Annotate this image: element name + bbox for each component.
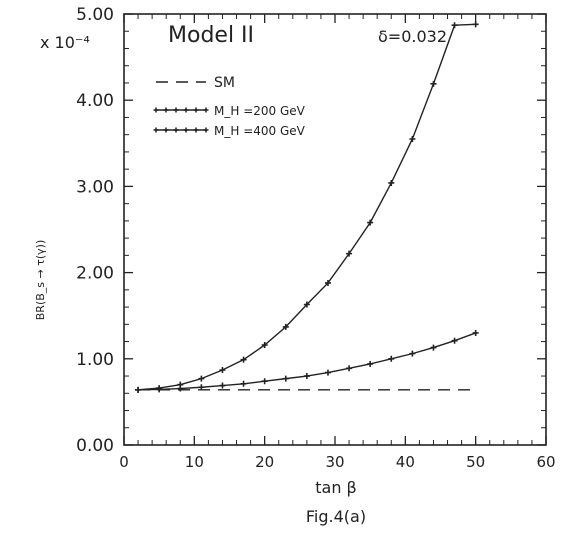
series-2-point (346, 250, 353, 257)
series-3-point (472, 329, 479, 336)
series-3-point (409, 350, 416, 357)
series-3-point (177, 385, 184, 392)
series-3-point (430, 344, 437, 351)
legend-marker (183, 107, 189, 113)
x-tick-label: 50 (466, 453, 485, 471)
legend: SM M_H =200 GeV M_H =400 GeV (153, 75, 306, 138)
x-tick-label: 10 (185, 453, 204, 471)
series-2-point (472, 21, 479, 28)
x-tick-label: 20 (255, 453, 274, 471)
legend-marker (193, 107, 199, 113)
y-tick-label: 0.00 (76, 436, 114, 456)
series-2-point (261, 342, 268, 349)
series-2-point (282, 323, 289, 330)
plot-frame (123, 13, 547, 446)
legend-marker (153, 127, 159, 133)
series-3-point (135, 386, 142, 393)
legend-label-2: M_H =200 GeV (214, 104, 306, 118)
legend-marker (203, 127, 209, 133)
axis-ticks: 0 10 20 30 40 50 60 0.00 1.00 2.00 3.00 4.00 5.00 (76, 5, 555, 471)
legend-marker (203, 107, 209, 113)
series-2-point (324, 279, 331, 286)
series-3-point (261, 378, 268, 385)
series-3-point (324, 369, 331, 376)
series-2-point (430, 80, 437, 87)
y-tick-label: 2.00 (76, 264, 114, 284)
series-3-point (367, 360, 374, 367)
x-tick-label: 60 (536, 453, 555, 471)
series-3-point (346, 365, 353, 372)
series-2-point (240, 356, 247, 363)
series-2-point (303, 301, 310, 308)
series-2-point (409, 135, 416, 142)
y-tick-label: 1.00 (76, 350, 114, 370)
y-tick-label: 5.00 (76, 5, 114, 25)
series-3-point (282, 375, 289, 382)
legend-marker (173, 107, 179, 113)
legend-label-3: M_H =400 GeV (214, 124, 306, 138)
x-tick-label: 40 (396, 453, 415, 471)
x-tick-label: 30 (325, 453, 344, 471)
legend-marker (163, 127, 169, 133)
series-2-point (451, 22, 458, 29)
x-axis-label: tan β (315, 478, 357, 497)
series-line-2 (138, 23, 476, 391)
legend-marker (173, 127, 179, 133)
series-3-point (198, 384, 205, 391)
series-2-point (219, 367, 226, 374)
legend-marker (193, 127, 199, 133)
figure-caption: Fig.4(a) (306, 507, 366, 526)
y-tick-label: 4.00 (76, 91, 114, 111)
legend-marker (163, 107, 169, 113)
y-axis-label: BR(B_s → τ(γ)) (34, 240, 47, 320)
y-tick-label: 3.00 (76, 177, 114, 197)
series-line-3 (138, 332, 476, 391)
series-3-point (219, 382, 226, 389)
series-2-point (198, 375, 205, 382)
axes-frame (123, 13, 547, 446)
y-scale-label: x 10⁻⁴ (40, 33, 90, 52)
series-3-point (451, 337, 458, 344)
series-3-point (388, 355, 395, 362)
series-3-point (240, 380, 247, 387)
legend-label-1: SM (214, 75, 235, 91)
x-tick-label: 0 (119, 453, 129, 471)
legend-marker (183, 127, 189, 133)
legend-marker (153, 107, 159, 113)
plot-area (135, 21, 479, 393)
series-2-point (367, 219, 374, 226)
delta-annotation: δ=0.032 (378, 27, 447, 46)
series-3-point (156, 386, 163, 393)
model-annotation: Model II (168, 23, 254, 48)
series-3-point (303, 373, 310, 380)
series-2-point (388, 179, 395, 186)
